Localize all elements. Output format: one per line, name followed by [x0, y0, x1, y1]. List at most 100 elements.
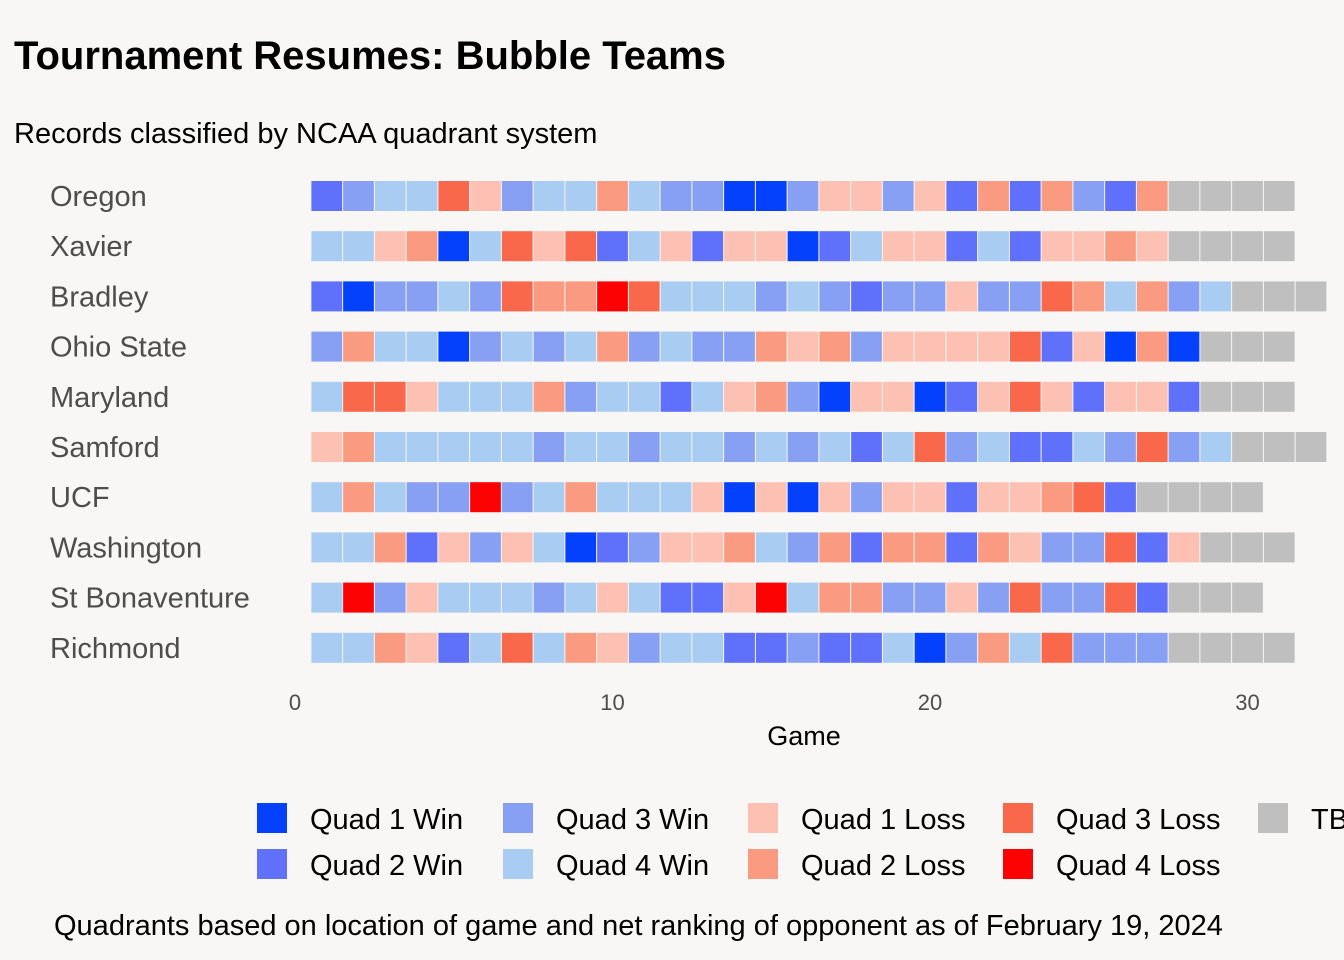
game-tile	[1105, 181, 1136, 211]
game-tile	[374, 432, 406, 462]
game-tile	[1073, 181, 1105, 211]
legend-item: Quad 3 Win	[503, 803, 709, 836]
legend-item: Quad 4 Loss	[1003, 849, 1220, 882]
game-tile	[978, 181, 1009, 211]
game-tile	[692, 331, 724, 362]
game-tile	[978, 331, 1009, 362]
game-tile	[914, 231, 946, 262]
game-tile	[1232, 532, 1263, 563]
game-tile	[1168, 532, 1200, 563]
game-tile	[1136, 231, 1168, 262]
game-tile	[343, 532, 374, 563]
game-tile	[914, 281, 946, 312]
game-tile	[724, 632, 755, 663]
game-tile	[660, 482, 692, 513]
chart-title: Tournament Resumes: Bubble Teams	[14, 34, 726, 78]
game-tile	[819, 482, 851, 513]
game-tile	[724, 331, 755, 362]
game-tile	[1168, 632, 1200, 663]
game-tile	[1041, 381, 1073, 412]
x-axis-title: Game	[767, 721, 841, 751]
game-tile	[724, 582, 755, 613]
game-tile	[882, 181, 914, 211]
game-tile	[1232, 281, 1263, 312]
game-tile	[660, 231, 692, 262]
game-tile	[882, 432, 914, 462]
game-tile	[660, 281, 692, 312]
game-tile	[343, 582, 374, 613]
game-tile	[787, 632, 819, 663]
game-tile	[1041, 331, 1073, 362]
game-tile	[1232, 181, 1263, 211]
x-tick-label: 10	[600, 690, 624, 715]
legend-item: Quad 3 Loss	[1003, 803, 1220, 836]
game-tile	[628, 281, 660, 312]
game-tile	[914, 582, 946, 613]
game-tile	[1232, 632, 1263, 663]
legend-label: Quad 1 Loss	[801, 804, 965, 836]
game-tile	[978, 231, 1009, 262]
game-tile	[819, 231, 851, 262]
legend-item: Quad 1 Win	[257, 803, 463, 836]
game-tile	[1105, 482, 1136, 513]
game-tile	[882, 331, 914, 362]
team-label: Ohio State	[50, 332, 187, 364]
legend-label: Quad 4 Loss	[1056, 850, 1220, 882]
game-tile	[1200, 632, 1232, 663]
game-tile	[565, 582, 597, 613]
game-tile	[501, 331, 533, 362]
game-tile	[819, 632, 851, 663]
game-tile	[1009, 632, 1041, 663]
legend-swatch	[257, 849, 287, 879]
x-tick-label: 20	[918, 690, 942, 715]
legend-item: Quad 1 Loss	[748, 803, 965, 836]
game-tile	[724, 482, 755, 513]
game-tile	[724, 432, 755, 462]
legend-swatch	[1003, 849, 1033, 879]
game-tile	[406, 331, 438, 362]
game-tile	[628, 532, 660, 563]
game-tile	[787, 331, 819, 362]
game-tile	[470, 281, 501, 312]
legend-label: TBD	[1311, 804, 1344, 836]
chart-caption: Quadrants based on location of game and …	[54, 910, 1223, 942]
game-tile	[946, 381, 978, 412]
game-tile	[819, 582, 851, 613]
game-tile	[787, 432, 819, 462]
game-tile	[819, 181, 851, 211]
game-tile	[597, 181, 628, 211]
team-row: Oregon	[50, 181, 1295, 213]
game-tile	[1009, 181, 1041, 211]
game-tile	[1073, 432, 1105, 462]
game-tile	[882, 281, 914, 312]
game-tile	[343, 632, 374, 663]
game-tile	[501, 532, 533, 563]
game-tile	[755, 381, 787, 412]
game-tile	[1009, 582, 1041, 613]
game-tile	[1263, 181, 1295, 211]
game-tile	[692, 281, 724, 312]
game-tile	[819, 381, 851, 412]
game-tile	[438, 381, 470, 412]
game-tile	[692, 632, 724, 663]
game-tile	[1168, 181, 1200, 211]
game-tile	[501, 482, 533, 513]
game-tile	[692, 432, 724, 462]
game-tile	[565, 181, 597, 211]
game-tile	[597, 482, 628, 513]
game-tile	[1263, 432, 1295, 462]
game-tile	[1009, 381, 1041, 412]
game-tile	[311, 432, 343, 462]
game-tile	[533, 482, 565, 513]
game-tile	[724, 381, 755, 412]
game-tile	[374, 231, 406, 262]
game-tile	[311, 281, 343, 312]
game-tile	[597, 281, 628, 312]
game-tile	[724, 281, 755, 312]
game-tile	[914, 181, 946, 211]
legend-label: Quad 3 Loss	[1056, 804, 1220, 836]
game-tile	[1232, 482, 1263, 513]
game-tile	[755, 281, 787, 312]
game-tile	[470, 582, 501, 613]
game-tile	[1263, 632, 1295, 663]
